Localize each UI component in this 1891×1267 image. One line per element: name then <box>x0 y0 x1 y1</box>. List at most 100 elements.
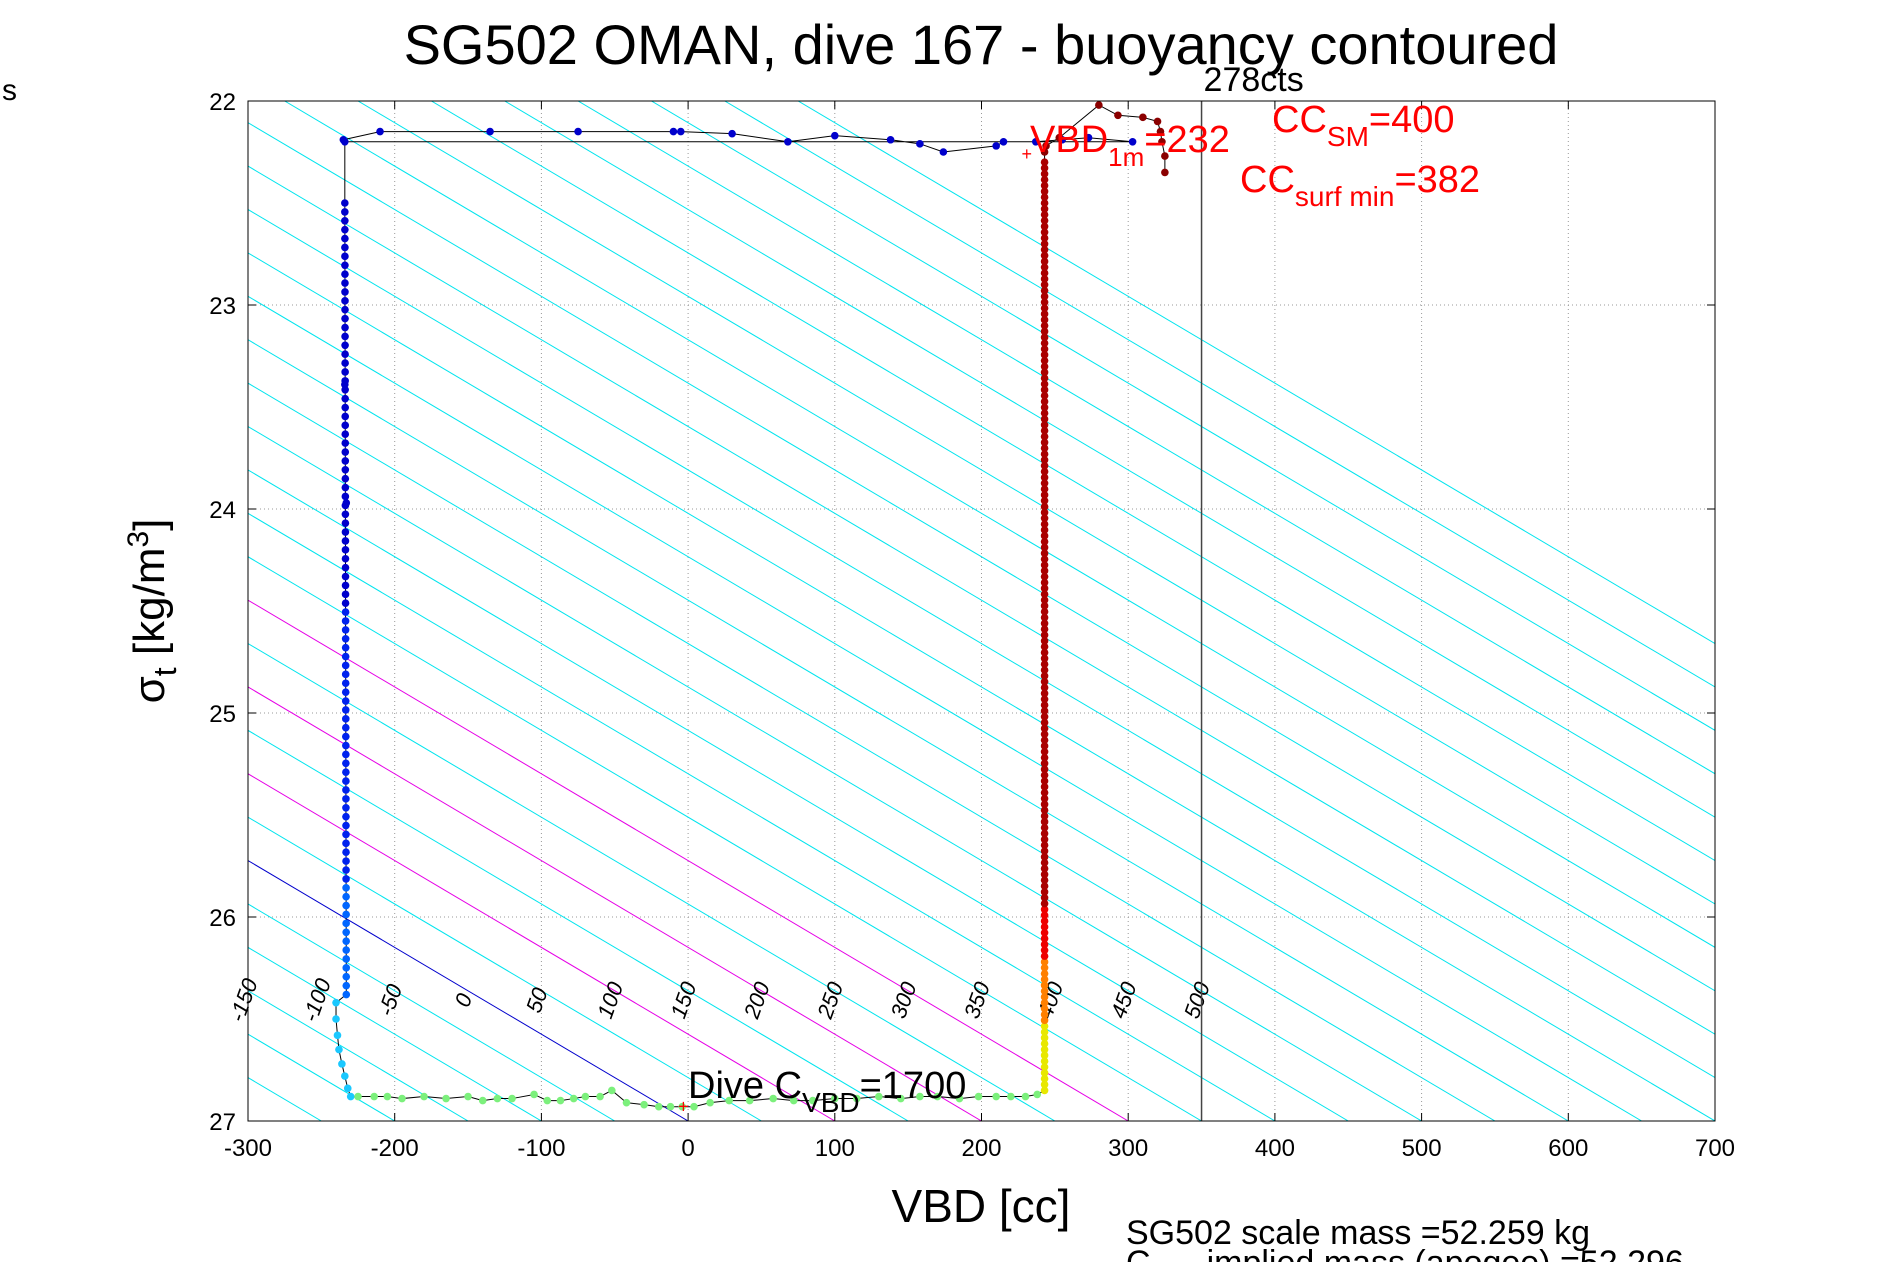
trace-point-apogee <box>442 1094 450 1103</box>
contour-label: -100 <box>298 974 337 1025</box>
trace-point-ascent <box>1040 263 1049 272</box>
trace-point-ascent <box>1040 391 1049 400</box>
trace-point-ascent <box>1040 304 1049 312</box>
trace-point-apogee <box>955 1094 964 1103</box>
trace-point-ascent <box>1040 602 1049 610</box>
contour-label: 500 <box>1179 978 1215 1022</box>
trace-point-ascent <box>1040 345 1049 353</box>
trace-point-surface <box>669 127 678 136</box>
trace-point-ascent <box>1040 1080 1049 1089</box>
trace-point-surface_end <box>1114 111 1122 120</box>
trace-point-ascent <box>1040 858 1049 867</box>
trace-point-surface <box>376 127 384 136</box>
x-axis-label: VBD [cc] <box>892 1180 1071 1232</box>
trace-point-descent <box>341 706 350 714</box>
vbd-1m-value: =232 <box>1144 119 1230 161</box>
trace-point-apogee <box>745 1096 754 1105</box>
trace-point-ascent <box>1040 759 1049 768</box>
trace-point-ascent <box>1040 1016 1049 1025</box>
trace-point-ascent <box>1040 765 1049 774</box>
x-axis-ticks: -300 -200 -100 0 100 200 300 400 500 600 700 <box>224 101 1735 1162</box>
trace-point-ascent <box>1040 923 1049 931</box>
trace-point-ascent <box>1040 870 1049 879</box>
trace-point-ascent <box>1040 841 1049 850</box>
trace-point-descent <box>341 661 350 670</box>
trace-point-ascent <box>1040 783 1049 791</box>
trace-point-ascent <box>1040 269 1049 277</box>
trace-point-ascent <box>1040 619 1049 628</box>
contour-line <box>724 101 1715 688</box>
trace-point-ascent <box>1040 1086 1049 1095</box>
trace-point-ascent <box>1040 1057 1049 1066</box>
y-tick-label: 24 <box>209 497 236 524</box>
trace-point-apogee <box>569 1094 578 1103</box>
trace-point-ascent <box>1040 613 1049 622</box>
contour-label: -50 <box>373 980 408 1019</box>
dive-trace: ++ <box>332 101 1169 1117</box>
trace-point-ascent <box>1040 654 1049 663</box>
trace-point-ascent <box>1040 380 1049 388</box>
trace-point-apogee <box>1033 1090 1042 1099</box>
trace-point-ascent <box>1040 701 1049 709</box>
trace-point-descent <box>342 839 350 848</box>
trace-point-descent <box>342 741 350 750</box>
y-axis-label-sub: t <box>147 667 183 676</box>
trace-point-ascent <box>1040 193 1049 202</box>
trace-point-descent <box>341 359 349 367</box>
trace-point-apogee <box>933 1092 942 1101</box>
trace-point-descent <box>342 919 350 928</box>
trace-point-ascent <box>1040 1004 1049 1013</box>
implied-mass-rest: implied mass (apogee) =52.296 <box>1207 1244 1684 1262</box>
trace-point-ascent <box>1040 216 1049 225</box>
trace-point-ascent <box>1040 823 1049 832</box>
trace-point-descent <box>341 279 349 287</box>
trace-point-descent <box>341 421 350 430</box>
trace-point-ascent <box>1040 742 1049 750</box>
trace-point-ascent <box>1040 520 1049 528</box>
x-tick-label: -200 <box>371 1135 419 1162</box>
trace-point-descent <box>342 901 350 910</box>
trace-point-ascent <box>1040 695 1049 704</box>
trace-point-ascent <box>1040 847 1049 855</box>
trace-point-ascent <box>1040 607 1049 616</box>
contour-line <box>248 122 1715 992</box>
trace-point-ascent <box>1040 543 1049 552</box>
trace-point-descent <box>341 634 350 643</box>
trace-point-descent <box>342 750 350 759</box>
trace-point-ascent <box>1040 969 1049 978</box>
trace-point-descent <box>342 937 350 945</box>
trace-point-descent <box>342 499 351 507</box>
contour-label: -150 <box>224 974 263 1025</box>
x-tick-label: 0 <box>681 1135 694 1162</box>
trace-point-ascent <box>1040 1074 1049 1083</box>
trace-point-descent <box>341 323 349 332</box>
trace-point-ascent <box>1040 275 1049 283</box>
trace-point-ascent <box>1040 438 1049 447</box>
contour-line <box>651 101 1715 731</box>
implied-mass-note: Cimplied mass (apogee) =52.296 <box>1126 1244 1684 1262</box>
trace-point-ascent <box>1040 905 1049 914</box>
trace-point-descent <box>341 554 350 563</box>
trace-point-descent <box>341 510 350 519</box>
trace-point-ascent <box>1040 812 1049 820</box>
trace-point-ascent <box>1040 222 1049 231</box>
trace-point-descent <box>341 572 350 581</box>
trace-point-descent <box>341 474 350 483</box>
cc-sm-main: CC <box>1272 99 1327 141</box>
trace-point-ascent <box>1040 625 1049 634</box>
contour-line <box>248 946 542 1121</box>
contour-line <box>248 1120 249 1121</box>
trace-point-ascent <box>1040 234 1049 242</box>
trace-point-descent <box>342 830 350 839</box>
trace-point-apogee <box>478 1096 487 1105</box>
y-tick-label: 25 <box>209 701 236 728</box>
trace-point-descent <box>341 679 350 688</box>
cc-sm-sub: SM <box>1327 121 1369 152</box>
trace-point-apogee <box>831 1094 839 1103</box>
trace-point-apogee <box>678 1102 687 1111</box>
y-axis-label-units: [kg/m <box>125 548 174 668</box>
contour-label: 200 <box>739 978 776 1023</box>
trace-point-descent <box>341 519 350 527</box>
trace-point-apogee <box>916 1092 924 1101</box>
